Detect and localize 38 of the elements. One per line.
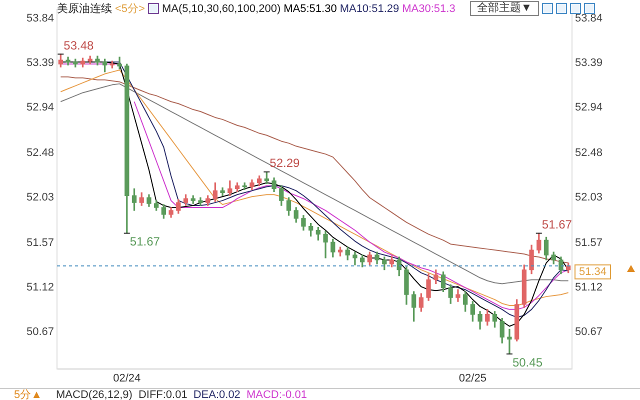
text: MACD:-0.01 [246,389,307,400]
x-tick-label: 02/24 [113,372,141,384]
y2-tick-label: 51.12 [575,282,603,294]
y2-tick-label: 52.48 [575,147,603,160]
text: MACD(26,12,9) [56,389,132,400]
text: DIFF:0.01 [138,389,188,400]
y2-tick-label: 53.39 [575,57,603,70]
y2-tick-label: 52.03 [575,192,603,204]
annotation: 52.29 [270,156,300,170]
y-tick-label: 53.39 [26,57,54,70]
annotation: 53.48 [64,38,94,52]
text: MA5:51.30 [284,2,337,14]
ref-line-label: 51.34 [579,266,607,278]
text: DEA:0.02 [193,389,240,400]
y-tick-label: 50.67 [26,326,54,338]
annotation: <5分> [115,2,145,16]
text: MA10:51.29 [340,2,400,14]
text: 5分▲ [0,386,50,400]
y-tick-label: 51.12 [26,282,54,294]
y-tick-label: 52.48 [26,147,54,160]
y2-tick-label: 51.57 [575,237,603,250]
text: MA30:51.3 [402,2,456,14]
y-tick-label: 52.94 [26,102,54,114]
y-tick-label: 53.84 [26,12,54,25]
chart-subtitle: MA(5,10,30,60,100,200) [162,2,281,14]
annotation: 全部主题▼ [470,1,539,16]
candlestick [117,56,122,70]
annotation: 51.67 [130,234,160,249]
annotation: 51.67 [542,218,572,232]
y2-tick-label: 50.67 [575,326,603,338]
candlestick [507,328,512,354]
y2-tick-label: 52.94 [575,102,603,114]
x-tick-label: 02/25 [458,372,486,384]
chart-title: 美原油连续 [57,2,112,16]
y2-tick-label: 53.84 [575,12,603,25]
annotation: 50.45 [512,355,543,370]
y-tick-label: 52.03 [26,192,54,204]
y-tick-label: 51.57 [26,237,54,250]
